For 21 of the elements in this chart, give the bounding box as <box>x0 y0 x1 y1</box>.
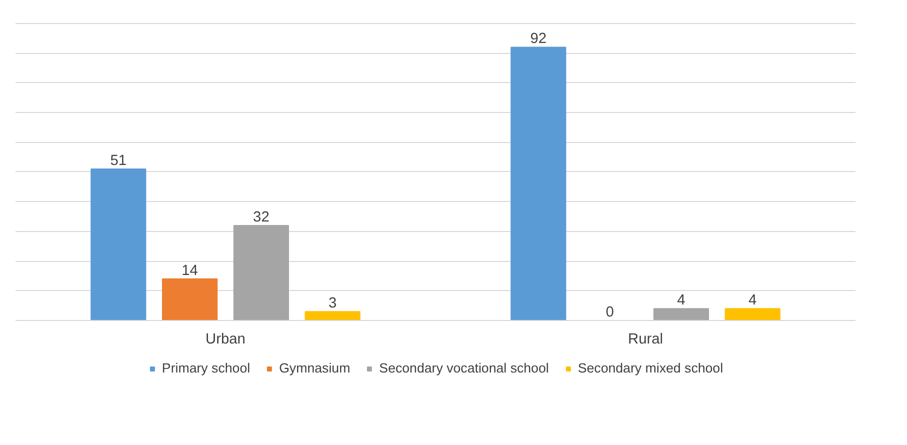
legend-label: Secondary vocational school <box>379 360 549 376</box>
x-tick-label: Urban <box>206 332 246 348</box>
legend-label: Secondary mixed school <box>578 360 724 376</box>
bar <box>304 311 360 320</box>
legend-label: Primary school <box>162 360 250 376</box>
data-label: 92 <box>530 31 547 48</box>
bar <box>162 278 218 320</box>
data-label: 51 <box>110 153 127 170</box>
legend-label: Gymnasium <box>279 360 350 376</box>
bar <box>724 308 780 320</box>
data-label: 3 <box>328 296 337 312</box>
data-label: 4 <box>677 292 686 309</box>
data-label: 14 <box>182 262 198 279</box>
bar <box>653 308 709 320</box>
data-label: 32 <box>253 209 270 226</box>
bar <box>510 46 566 320</box>
bar <box>233 224 289 320</box>
data-label: 4 <box>748 292 757 309</box>
x-tick-label: Rural <box>628 332 664 348</box>
data-label: 0 <box>606 304 614 320</box>
bar <box>90 168 146 320</box>
